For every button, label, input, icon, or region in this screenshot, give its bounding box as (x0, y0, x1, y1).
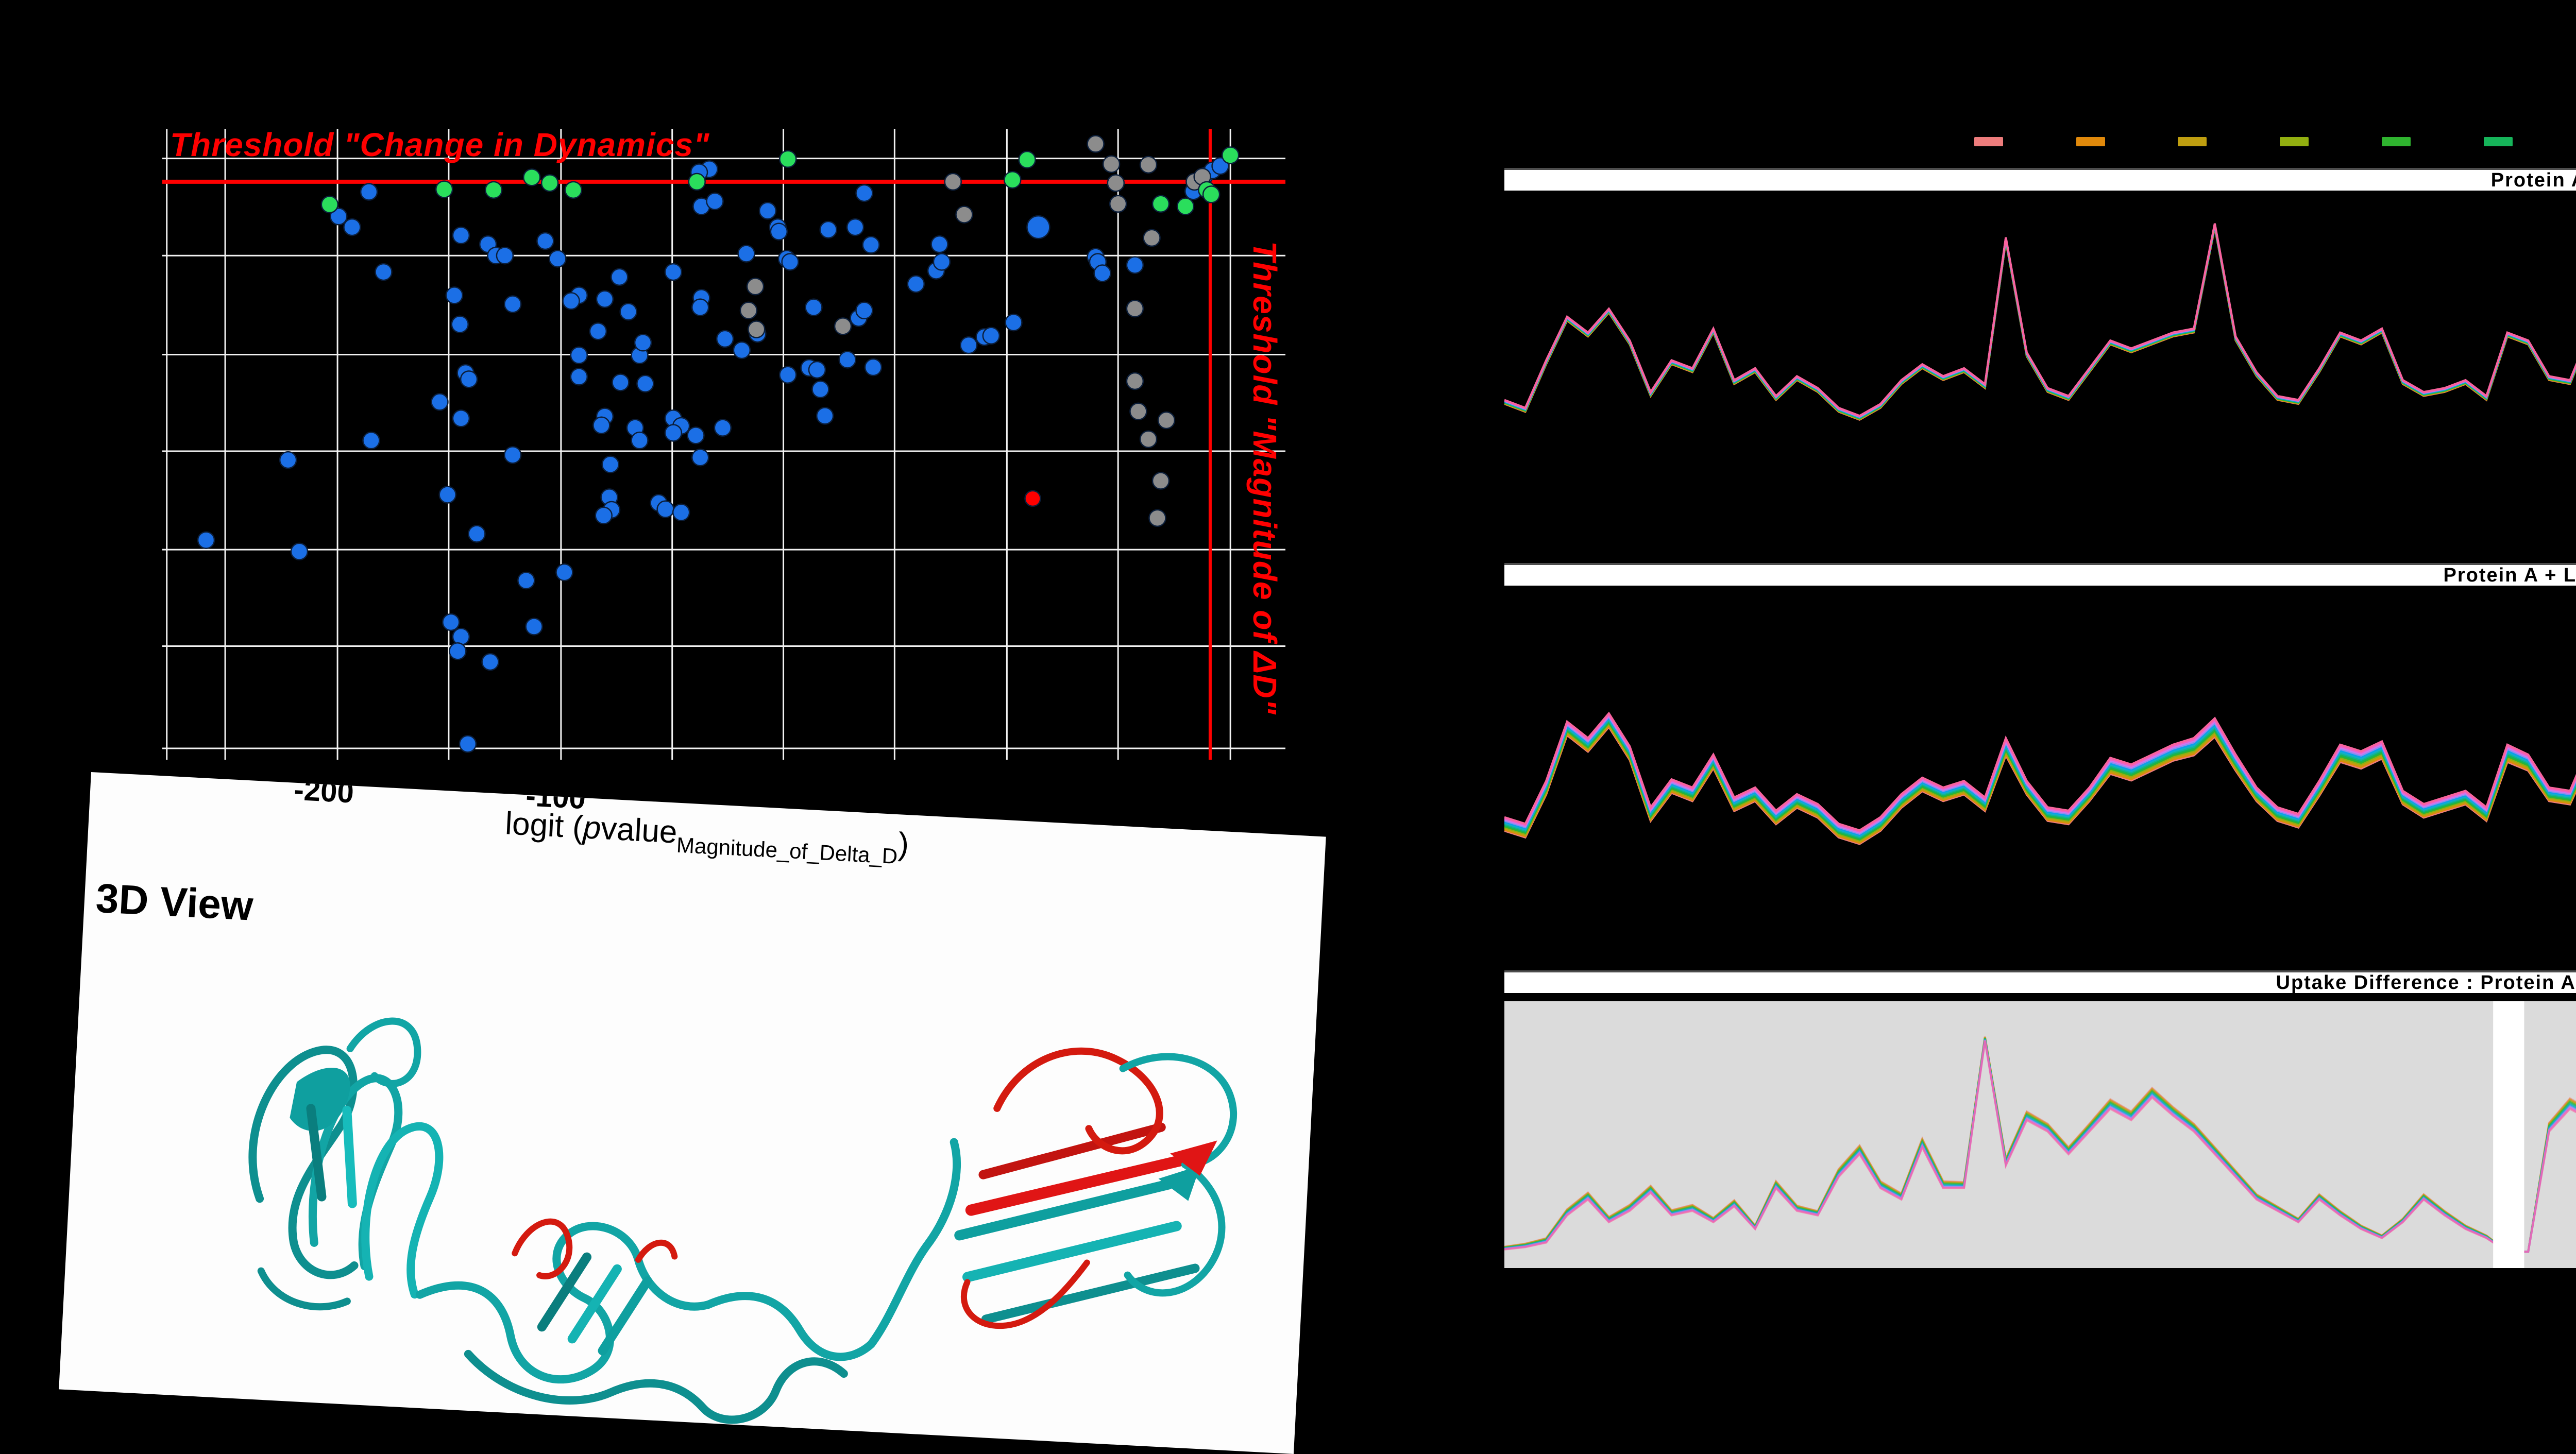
uptake-plot-protein-a-ligand[interactable] (1504, 586, 2576, 970)
panel-title-protein-a: Protein A (2491, 169, 2576, 192)
3d-view-window[interactable]: -200 -100 logit (pvalueMagnitude_of_Delt… (59, 772, 1326, 1454)
threshold-magnitude-label: Threshold "Magnitude of ΔD" (1246, 241, 1284, 715)
legend-swatch-timepoint-3[interactable] (2178, 137, 2207, 146)
protein-ribbon (240, 1008, 1236, 1445)
volcano-plot[interactable] (162, 129, 1285, 760)
volcano-x-axis-label: logit (pvalueMagnitude_of_Delta_D) (448, 802, 965, 873)
x-tick--200: -200 (293, 773, 354, 810)
protein-ribbon-3d[interactable] (177, 948, 1307, 1454)
legend-swatch-timepoint-6[interactable] (2484, 137, 2513, 146)
legend-swatch-timepoint-4[interactable] (2280, 137, 2309, 146)
panel-title-bar-protein-a-ligand: Protein A + Ligand (1504, 563, 2576, 586)
threshold-change-in-dynamics-label: Threshold "Change in Dynamics" (170, 126, 709, 164)
uptake-difference-plot[interactable] (1504, 1001, 2576, 1268)
legend-swatch-timepoint-1[interactable] (1974, 137, 2003, 146)
panel-title-protein-a-ligand: Protein A + Ligand (2444, 565, 2576, 587)
panel-title-bar-uptake-difference: Uptake Difference : Protein A - (Protein… (1504, 970, 2576, 993)
3d-view-title: 3D View (95, 875, 255, 930)
panel-title-uptake-difference: Uptake Difference : Protein A - (Protein… (2276, 972, 2576, 994)
uptake-plot-protein-a[interactable] (1504, 191, 2576, 563)
panel-title-bar-protein-a: Protein A (1504, 168, 2576, 191)
timepoint-legend (1504, 133, 2576, 150)
legend-swatch-timepoint-2[interactable] (2076, 137, 2105, 146)
legend-swatch-timepoint-5[interactable] (2382, 137, 2411, 146)
